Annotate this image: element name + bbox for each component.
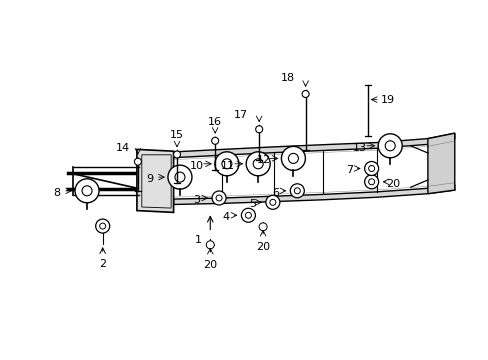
Circle shape: [255, 126, 262, 133]
Text: 2: 2: [99, 259, 106, 269]
Circle shape: [212, 191, 225, 205]
Polygon shape: [427, 133, 454, 194]
Circle shape: [265, 195, 279, 209]
Text: 14: 14: [116, 143, 130, 153]
Circle shape: [211, 137, 218, 144]
Circle shape: [100, 223, 105, 229]
Text: 9: 9: [146, 174, 153, 184]
Circle shape: [294, 188, 300, 194]
Circle shape: [214, 152, 239, 176]
Circle shape: [245, 212, 251, 218]
Text: 11: 11: [221, 161, 235, 171]
Circle shape: [288, 153, 298, 163]
Circle shape: [82, 186, 92, 196]
Text: 18: 18: [280, 73, 294, 83]
Text: 1: 1: [194, 235, 202, 246]
Circle shape: [96, 219, 109, 233]
Polygon shape: [137, 149, 173, 212]
Text: 12: 12: [256, 156, 270, 165]
Text: 15: 15: [170, 130, 183, 140]
Text: 10: 10: [189, 161, 203, 171]
Circle shape: [302, 90, 308, 98]
Text: 20: 20: [256, 242, 269, 252]
Circle shape: [269, 199, 275, 205]
Text: 6: 6: [271, 188, 278, 198]
Circle shape: [364, 175, 378, 189]
Circle shape: [290, 184, 304, 198]
Text: 16: 16: [208, 117, 222, 127]
Polygon shape: [173, 133, 454, 158]
Circle shape: [385, 141, 394, 151]
Text: 3: 3: [193, 195, 200, 205]
Text: 20: 20: [203, 260, 217, 270]
Text: 4: 4: [223, 212, 229, 222]
Circle shape: [173, 151, 180, 158]
Circle shape: [281, 147, 305, 170]
Circle shape: [75, 179, 99, 203]
Circle shape: [175, 172, 184, 182]
Circle shape: [368, 166, 374, 171]
Text: 13: 13: [352, 143, 366, 153]
Circle shape: [134, 158, 141, 165]
Circle shape: [222, 159, 231, 169]
Text: 17: 17: [234, 110, 248, 120]
Circle shape: [368, 179, 374, 185]
Circle shape: [364, 162, 378, 175]
Text: 19: 19: [380, 95, 394, 105]
Text: 8: 8: [53, 188, 61, 198]
Text: 5: 5: [249, 199, 256, 209]
Circle shape: [167, 165, 192, 189]
Circle shape: [216, 195, 222, 201]
Circle shape: [241, 208, 255, 222]
Text: 20: 20: [386, 179, 400, 189]
Circle shape: [206, 241, 214, 249]
Text: 7: 7: [346, 166, 352, 175]
Circle shape: [259, 223, 266, 231]
Circle shape: [253, 159, 263, 169]
Circle shape: [377, 134, 402, 158]
Circle shape: [245, 152, 270, 176]
Polygon shape: [173, 185, 454, 204]
